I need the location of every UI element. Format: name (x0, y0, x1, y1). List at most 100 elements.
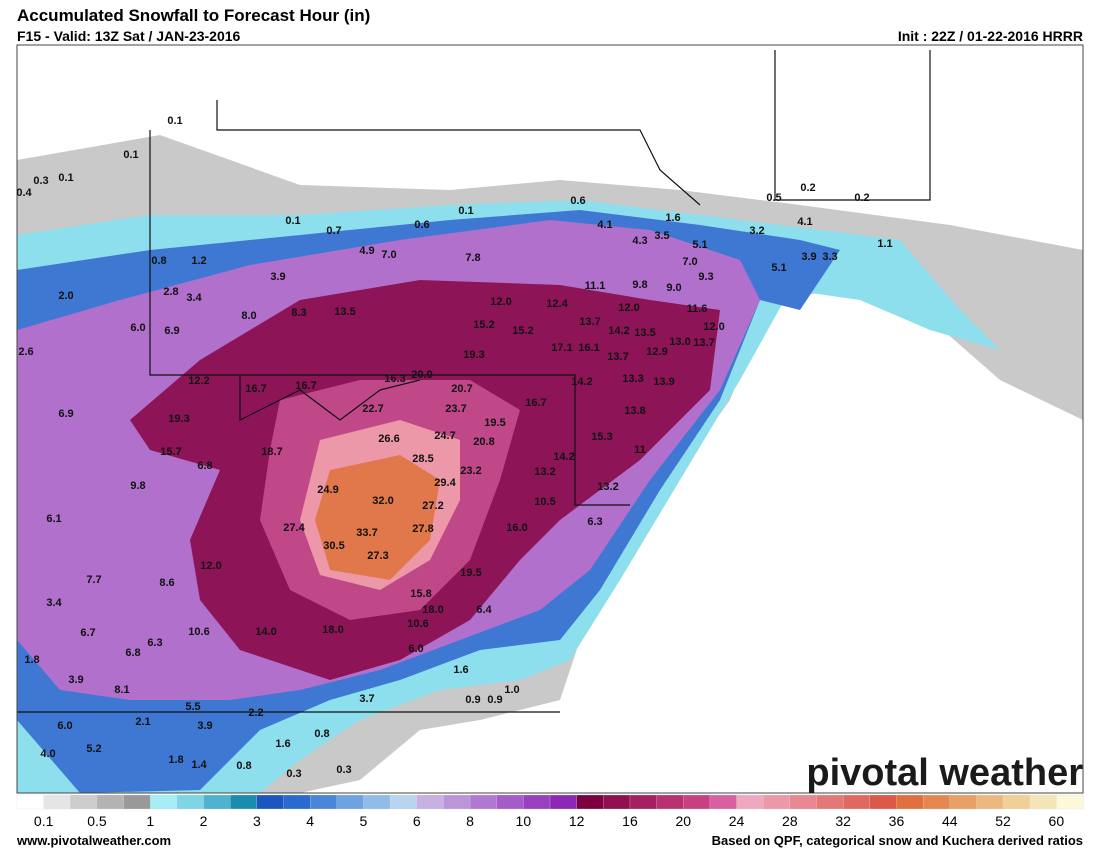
snow-amount-label: 0.3 (286, 768, 301, 780)
legend-swatch (496, 794, 524, 810)
snow-amount-label: 15.2 (473, 319, 494, 331)
snow-amount-label: 18.0 (422, 604, 443, 616)
snow-amount-label: 6.3 (587, 516, 602, 528)
snow-amount-label: 6.0 (130, 322, 145, 334)
legend-swatch (1002, 794, 1031, 810)
snow-amount-label: 19.5 (460, 567, 481, 579)
snow-amount-label: 1.8 (24, 654, 39, 666)
snow-amount-label: 7.0 (381, 249, 396, 261)
snow-amount-label: 24.7 (434, 430, 455, 442)
legend-swatch (443, 794, 471, 810)
snow-amount-label: 3.7 (359, 693, 374, 705)
snow-amount-label: 0.8 (314, 728, 329, 740)
legend-label: 0.1 (34, 813, 54, 829)
legend-label: 32 (835, 813, 851, 829)
legend-swatch (256, 794, 285, 810)
snow-amount-label: 10.6 (407, 618, 428, 630)
snow-amount-label: 33.7 (356, 527, 377, 539)
snow-amount-label: 0.1 (458, 205, 473, 217)
snow-amount-label: 27.2 (422, 500, 443, 512)
snow-amount-label: 3.3 (822, 251, 837, 263)
snow-amount-label: 0.2 (800, 182, 815, 194)
snow-amount-label: 11.6 (687, 303, 708, 315)
snow-amount-label: 1.4 (191, 759, 207, 771)
legend-swatch (16, 794, 45, 810)
logo: pivotal weather (806, 752, 1083, 794)
snow-amount-label: 15.7 (160, 446, 181, 458)
snow-amount-label: 3.9 (801, 251, 816, 263)
snow-amount-label: 14.2 (608, 325, 629, 337)
snow-amount-label: 2.0 (58, 290, 73, 302)
snow-amount-label: 6.1 (46, 513, 61, 525)
snow-amount-label: 6.0 (57, 720, 72, 732)
map-labels: 0.1 0.1 0.3 0.1 0.4 0.1 0.7 0.6 0.1 0.6 4.1 1.6 4.3 3… (17, 115, 893, 780)
snow-amount-label: 13.7 (579, 316, 600, 328)
snow-amount-label: 4.1 (597, 219, 612, 231)
snow-amount-label: 1.6 (453, 664, 468, 676)
legend-label: 1 (146, 813, 154, 829)
legend-swatch (176, 794, 205, 810)
legend-swatch (789, 794, 818, 810)
snow-amount-label: 27.3 (367, 550, 388, 562)
footer-url: www.pivotalweather.com (16, 833, 171, 848)
snow-amount-label: 30.5 (323, 540, 344, 552)
snow-amount-label: 13.9 (653, 376, 674, 388)
legend-swatch (1029, 794, 1057, 810)
snow-amount-label: 0.3 (336, 764, 351, 776)
snow-amount-label: 12.0 (703, 321, 724, 333)
snow-amount-label: 6.3 (147, 637, 162, 649)
init-time: Init : 22Z / 01-22-2016 HRRR (898, 28, 1083, 44)
snow-amount-label: 16.3 (384, 373, 405, 385)
legend-swatch (896, 794, 924, 810)
snow-amount-label: 0.1 (285, 215, 300, 227)
snow-amount-label: 0.8 (236, 760, 251, 772)
snow-amount-label: 22.7 (362, 403, 383, 415)
snow-amount-label: 5.1 (771, 262, 786, 274)
legend-label: 16 (622, 813, 638, 829)
snow-amount-label: 24.9 (317, 484, 338, 496)
snow-amount-label: 6.8 (197, 460, 212, 472)
legend-swatch (469, 794, 498, 810)
snow-amount-label: 12.9 (646, 346, 667, 358)
snow-amount-label: 8.6 (159, 577, 174, 589)
legend-swatch (629, 794, 658, 810)
map-frame (16, 44, 1084, 794)
snow-amount-label: 0.8 (151, 255, 166, 267)
legend-swatch (922, 794, 951, 810)
snow-amount-label: 6.9 (58, 408, 73, 420)
snow-amount-label: 12.0 (490, 296, 511, 308)
snow-amount-label: 19.3 (463, 349, 484, 361)
snow-amount-label: 1.8 (168, 754, 183, 766)
legend-swatch (150, 794, 178, 810)
snow-amount-label: 13.3 (622, 373, 643, 385)
legend-label: 12 (569, 813, 585, 829)
snow-amount-label: 1.0 (504, 684, 519, 696)
valid-time: F15 - Valid: 13Z Sat / JAN-23-2016 (17, 28, 241, 44)
map (17, 45, 1083, 793)
snow-amount-label: 2.8 (163, 286, 178, 298)
snow-amount-label: 10.5 (534, 496, 555, 508)
snow-amount-label: 17.1 (551, 342, 572, 354)
legend-swatch (230, 794, 258, 810)
snow-amount-label: 1.1 (877, 238, 892, 250)
snow-amount-label: 13.2 (534, 466, 555, 478)
snow-amount-label: 7.8 (465, 252, 480, 264)
legend-swatch (43, 794, 71, 810)
legend-swatch (336, 794, 364, 810)
snow-amount-label: 4.1 (797, 216, 812, 228)
legend-label: 44 (942, 813, 958, 829)
snow-amount-label: 3.9 (197, 720, 212, 732)
snow-amount-label: 13.5 (334, 306, 355, 318)
snow-amount-label: 15.2 (512, 325, 533, 337)
legend-swatch (576, 794, 604, 810)
snow-amount-label: 0.9 (487, 694, 502, 706)
snow-amount-label: 13.5 (634, 327, 655, 339)
legend-label: 8 (466, 813, 474, 829)
legend-swatch (656, 794, 684, 810)
snow-amount-label: 13.2 (597, 481, 618, 493)
snow-amount-label: 0.2 (854, 192, 869, 204)
snow-amount-label: 0.3 (33, 175, 48, 187)
legend-swatch (736, 794, 764, 810)
snow-amount-label: 9.8 (632, 279, 647, 291)
legend-label: 20 (675, 813, 691, 829)
